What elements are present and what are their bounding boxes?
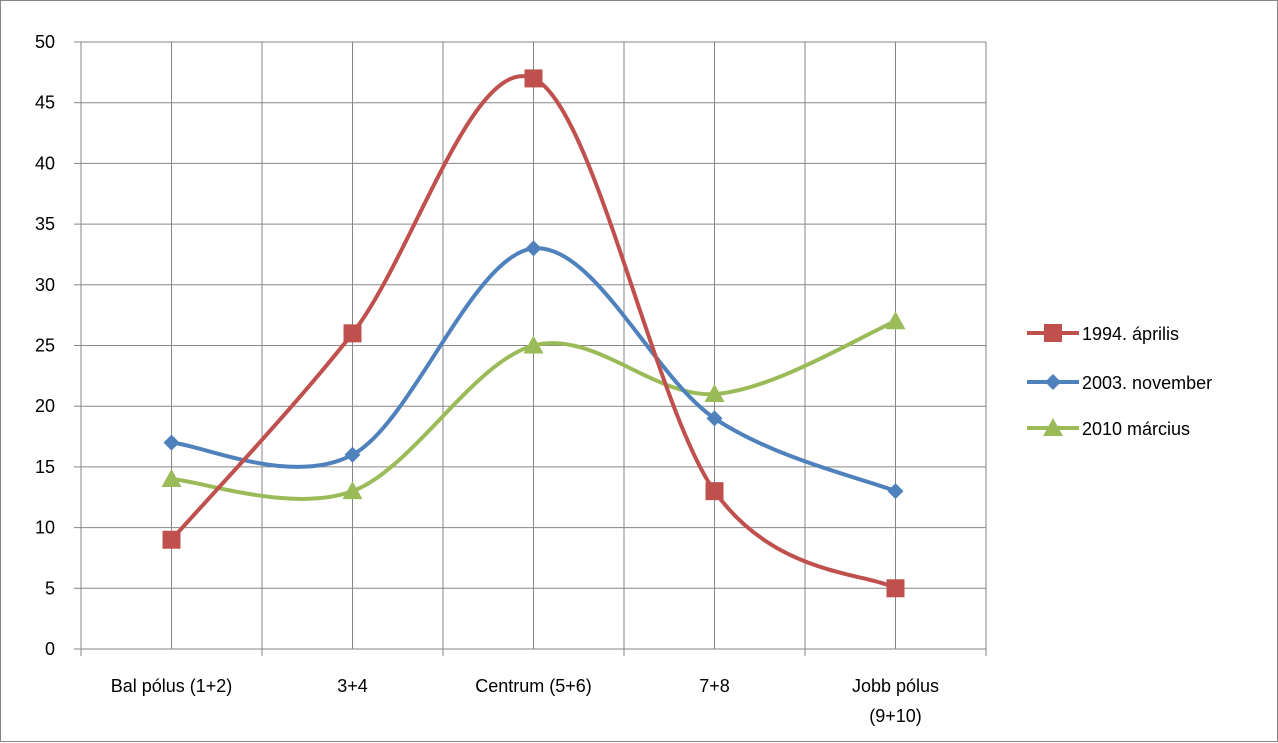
data-point [525, 240, 542, 257]
x-tick-label: 3+4 [337, 676, 368, 696]
y-tick-label: 10 [35, 518, 55, 538]
y-tick-label: 5 [45, 578, 55, 598]
series-square [162, 69, 905, 598]
data-point [887, 483, 904, 500]
legend-item: 1994. április [1027, 324, 1179, 344]
legend-marker [1044, 324, 1062, 342]
y-tick-label: 15 [35, 457, 55, 477]
legend-item: 2003. november [1027, 373, 1212, 393]
data-point [885, 311, 906, 330]
legend: 1994. április 2003. november 2010 március [1027, 324, 1212, 439]
legend-item: 2010 március [1027, 418, 1190, 439]
series-triangle [161, 311, 906, 501]
y-tick-label: 50 [35, 32, 55, 52]
data-point [162, 530, 181, 549]
x-tick-label: Centrum (5+6) [475, 676, 592, 696]
y-tick-label: 45 [35, 93, 55, 113]
data-point [705, 482, 724, 501]
data-point [704, 384, 725, 403]
series-diamond [163, 240, 904, 500]
data-point [523, 335, 544, 354]
legend-label: 1994. április [1082, 324, 1179, 344]
legend-marker [1045, 374, 1061, 390]
data-point [344, 446, 361, 463]
x-tick-label: Jobb pólus [852, 676, 939, 696]
y-tick-label: 30 [35, 275, 55, 295]
axes: 0 5 10 15 20 25 30 35 40 45 50 Bal pólus (1+2) 3+4 Ce… [35, 32, 987, 726]
y-tick-label: 25 [35, 336, 55, 356]
y-tick-label: 40 [35, 153, 55, 173]
y-tick-label: 0 [45, 639, 55, 659]
x-tick-label: (9+10) [869, 706, 922, 726]
data-point [706, 410, 723, 427]
data-point [524, 69, 543, 88]
data-point [163, 434, 180, 451]
y-tick-label: 35 [35, 214, 55, 234]
legend-label: 2003. november [1082, 373, 1212, 393]
x-tick-label: Bal pólus (1+2) [111, 676, 233, 696]
series-layer [161, 69, 906, 598]
legend-marker [1043, 418, 1063, 436]
data-point [342, 481, 363, 500]
legend-label: 2010 március [1082, 419, 1190, 439]
data-point [343, 324, 362, 343]
y-tick-label: 20 [35, 396, 55, 416]
x-tick-label: 7+8 [699, 676, 730, 696]
data-point [161, 469, 182, 488]
data-point [886, 579, 905, 598]
